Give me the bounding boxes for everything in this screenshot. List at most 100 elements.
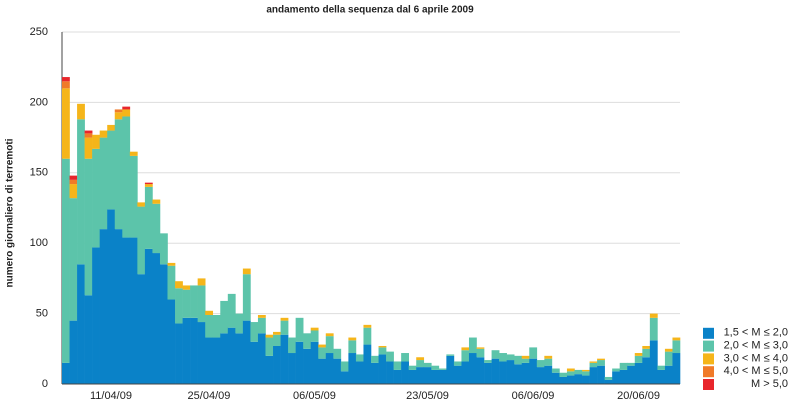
bar-segment	[514, 355, 523, 365]
bar-segment	[386, 351, 394, 362]
bar-segment	[280, 317, 289, 321]
bar-segment	[114, 109, 123, 113]
bar-segment	[551, 368, 560, 373]
bar-segment	[84, 295, 93, 384]
bar-segment	[672, 337, 681, 341]
bar-segment	[137, 206, 146, 275]
bar-segment	[325, 353, 334, 384]
bar-segment	[453, 365, 462, 384]
bar-segment	[536, 360, 545, 368]
bar-segment	[476, 357, 485, 384]
bar-segment	[182, 289, 191, 318]
y-tick-label: 0	[42, 378, 48, 390]
x-tick-label: 06/05/09	[293, 390, 336, 402]
bar-segment	[212, 337, 221, 384]
bar-segment	[386, 361, 394, 384]
bar-segment	[416, 367, 425, 384]
bar-segment	[438, 368, 447, 370]
bar-segment	[514, 364, 523, 384]
bar-segment	[167, 262, 176, 266]
bar-segment	[107, 209, 116, 384]
bar-segment	[205, 337, 214, 384]
bar-segment	[257, 317, 266, 334]
x-tick-label: 06/06/09	[512, 390, 555, 402]
bar-segment	[612, 371, 621, 384]
bar-segment	[205, 315, 214, 338]
bar-segment	[190, 285, 198, 318]
bar-segment	[280, 334, 289, 384]
bar-segment	[634, 355, 643, 363]
bar-segment	[137, 202, 146, 207]
bar-segment	[84, 133, 93, 138]
bar-segment	[378, 354, 387, 384]
bar-segment	[589, 362, 598, 368]
bar-segment	[220, 300, 229, 334]
bar-segment	[303, 333, 312, 349]
legend-label: 4,0 < M ≤ 5,0	[724, 365, 788, 377]
bar-segment	[175, 281, 183, 289]
bar-segment	[250, 322, 259, 342]
bar-segment	[649, 317, 658, 341]
bar-segment	[273, 331, 281, 335]
y-tick-label: 250	[30, 26, 48, 38]
bar-segment	[288, 353, 296, 384]
legend-swatch	[703, 340, 714, 352]
bar-segment	[461, 361, 470, 384]
bar-segment	[619, 362, 628, 370]
bar-segment	[295, 317, 304, 342]
bar-segment	[491, 350, 500, 359]
bar-segment	[529, 347, 538, 359]
bar-segment	[318, 344, 327, 348]
bar-segment	[318, 358, 327, 384]
bar-segment	[77, 103, 85, 120]
bar-segment	[69, 179, 78, 185]
bar-segment	[175, 288, 183, 324]
bar-segment	[574, 369, 583, 375]
bar-segment	[340, 371, 349, 384]
bar-segment	[348, 337, 357, 341]
bar-segment	[521, 362, 530, 384]
bar-segment	[175, 323, 183, 384]
bar-segment	[122, 106, 131, 110]
bar-segment	[159, 233, 168, 265]
bar-segment	[182, 285, 191, 290]
bar-segment	[408, 365, 417, 370]
bar-segment	[461, 347, 470, 351]
bar-segment	[152, 199, 161, 204]
bar-segment	[69, 320, 78, 384]
bar-segment	[205, 310, 214, 316]
bar-segment	[273, 334, 281, 346]
bar-segment	[582, 375, 590, 384]
legend-swatch	[703, 353, 714, 365]
bar-segment	[484, 362, 492, 384]
bar-segment	[589, 361, 598, 363]
bar-segment	[612, 368, 621, 372]
bar-segment	[280, 320, 289, 335]
bar-segment	[363, 324, 372, 328]
bar-segment	[476, 347, 485, 349]
bar-segment	[566, 371, 575, 376]
bar-segment	[544, 355, 553, 359]
bar-segment	[84, 137, 93, 159]
bar-segment	[122, 237, 131, 384]
bar-segment	[242, 274, 251, 321]
bar-segment	[672, 353, 681, 384]
bar-segment	[310, 330, 319, 342]
bar-segment	[340, 361, 349, 372]
bar-segment	[92, 134, 100, 149]
bar-segment	[468, 337, 477, 354]
bar-segment	[62, 158, 70, 363]
bar-segment	[597, 360, 605, 366]
bar-segment	[536, 367, 545, 384]
bar-segment	[227, 327, 236, 384]
bar-segment	[649, 340, 658, 384]
bar-segment	[597, 365, 605, 384]
bar-segment	[446, 355, 455, 384]
bar-segment	[167, 299, 176, 384]
bar-segment	[92, 247, 100, 384]
bar-segment	[167, 265, 176, 300]
y-axis-label: numero giornaliero di terremoti	[5, 138, 16, 287]
bar-segment	[69, 184, 78, 199]
bar-segment	[642, 345, 651, 349]
